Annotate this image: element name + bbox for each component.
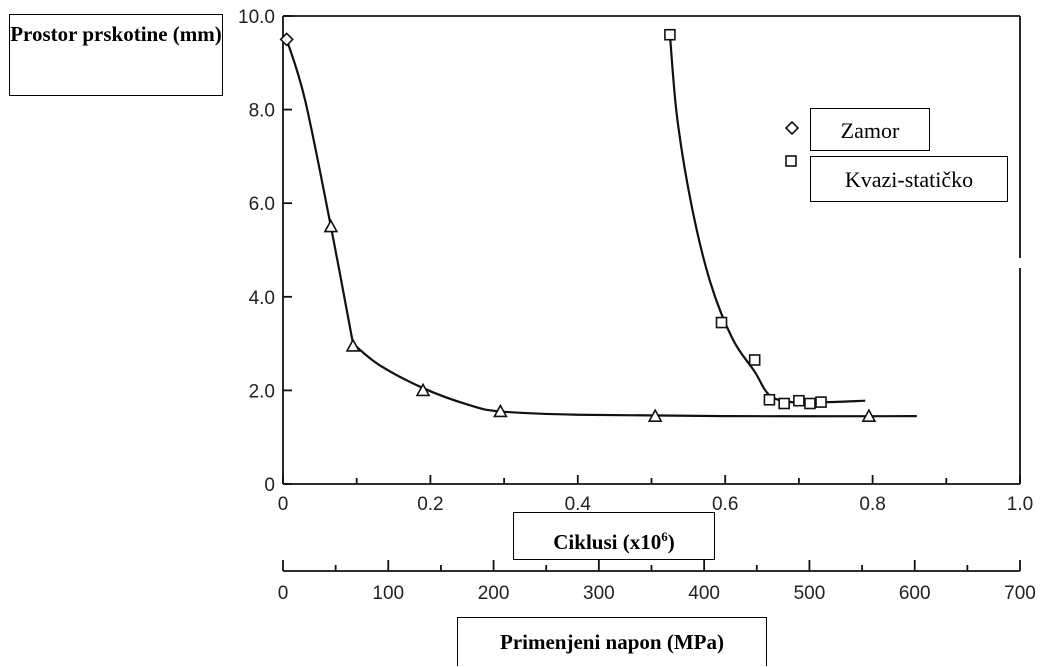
x-axis-label-close: ) — [667, 530, 675, 554]
data-point-triangle — [861, 408, 877, 422]
secondary-x-tick-label: 500 — [794, 583, 826, 604]
data-point-kvazi-stati-ko — [815, 396, 827, 408]
secondary-x-tick-label: 300 — [583, 583, 615, 604]
secondary-x-tick-label: 700 — [1004, 583, 1036, 604]
y-tick-label: 0 — [264, 475, 275, 496]
y-axis-label: Prostor prskotine (mm) — [9, 14, 223, 96]
data-point-triangle — [415, 382, 431, 397]
legend-markers — [784, 120, 800, 167]
y-tick-label: 10.0 — [238, 7, 275, 28]
data-point-triangle — [493, 403, 508, 418]
legend-marker-diamond-icon — [784, 120, 800, 136]
data-point-kvazi-stati-ko — [664, 28, 676, 41]
secondary-x-axis-label-text: Primenjeni napon (MPa) — [500, 630, 724, 654]
legend-marker-square-icon — [785, 155, 797, 167]
x-axis-label-text: Ciklusi (x10 — [553, 530, 662, 554]
x-axis-label-exponent: 6 — [661, 529, 668, 544]
x-tick-label: 0 — [278, 494, 289, 515]
series-line-zamor — [285, 39, 355, 344]
x-tick-label: 0.4 — [565, 494, 592, 515]
secondary-x-tick-label: 400 — [688, 583, 720, 604]
x-tick-label: 0.6 — [712, 494, 738, 515]
data-point-zamor — [279, 32, 294, 47]
data-point-triangle — [345, 338, 361, 352]
y-tick-label: 6.0 — [249, 194, 275, 215]
legend-label-box-zamor: Zamor — [810, 108, 930, 151]
legend-label-box-kvazi-staticko: Kvazi-statičko — [810, 156, 1008, 202]
data-point-triangle — [323, 218, 339, 233]
data-point-kvazi-stati-ko — [778, 397, 790, 410]
ticks: 0 2.0 4.0 6.0 8.0 10.0 0 0.2 0.4 0.6 0.8 1.0 0 100 200… — [238, 7, 1036, 604]
markers — [279, 28, 877, 422]
series-line-kvazi-stati-ko — [668, 34, 866, 404]
data-point-kvazi-stati-ko — [804, 397, 816, 410]
secondary-x-axis-label: Primenjeni napon (MPa) — [457, 617, 767, 666]
x-tick-label: 1.0 — [1007, 494, 1033, 515]
x-axis-label: Ciklusi (x106) — [513, 512, 715, 560]
y-tick-label: 8.0 — [249, 101, 275, 122]
x-tick-label: 0.8 — [859, 494, 885, 515]
data-point-triangle — [647, 408, 663, 422]
axes — [282, 15, 1021, 572]
x-tick-label: 0.2 — [417, 494, 443, 515]
curves — [285, 34, 917, 418]
legend-label-zamor: Zamor — [840, 118, 900, 143]
legend-label-kvazi-staticko: Kvazi-statičko — [844, 167, 974, 192]
secondary-x-tick-label: 100 — [372, 583, 404, 604]
y-tick-label: 4.0 — [249, 288, 275, 309]
secondary-x-tick-label: 0 — [278, 583, 289, 604]
data-point-kvazi-stati-ko — [763, 393, 776, 406]
data-point-kvazi-stati-ko — [748, 354, 761, 366]
y-tick-label: 2.0 — [249, 381, 275, 402]
y-axis-label-text: Prostor prskotine (mm) — [10, 22, 222, 46]
secondary-x-tick-label: 200 — [478, 583, 510, 604]
data-point-kvazi-stati-ko — [793, 394, 805, 407]
series-line-triangle — [352, 342, 917, 418]
secondary-x-tick-label: 600 — [899, 583, 931, 604]
data-point-kvazi-stati-ko — [715, 316, 728, 329]
